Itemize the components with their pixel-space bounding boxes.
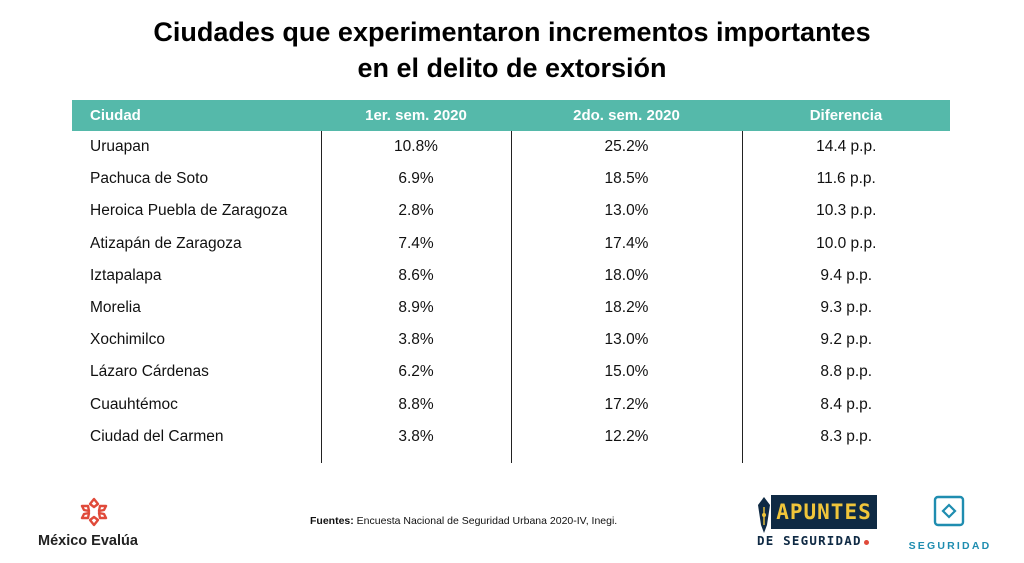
first-semester-cell: 6.2% xyxy=(321,356,512,389)
city-cell: Lázaro Cárdenas xyxy=(72,356,322,389)
mexico-evalua-logo: México Evalúa xyxy=(38,496,158,556)
second-semester-cell: 18.2% xyxy=(511,291,743,325)
second-semester-cell: 15.0% xyxy=(511,356,743,389)
header-first-semester: 1er. sem. 2020 xyxy=(321,100,511,131)
header-diferencia: Diferencia xyxy=(742,100,950,131)
second-semester-cell: 17.4% xyxy=(511,227,743,260)
table-row: Iztapalapa 8.6% 18.0% 9.4 p.p. xyxy=(72,259,950,292)
table-row: Atizapán de Zaragoza 7.4% 17.4% 10.0 p.p… xyxy=(72,227,950,260)
difference-cell: 8.3 p.p. xyxy=(820,427,873,445)
second-semester-cell: 13.0% xyxy=(511,195,743,228)
header-ciudad: Ciudad xyxy=(72,100,321,131)
difference-cell: 8.8 p.p. xyxy=(820,363,873,381)
difference-cell: 9.2 p.p. xyxy=(820,331,873,349)
first-semester-cell: 2.8% xyxy=(321,195,512,228)
seguridad-logo: SEGURIDAD xyxy=(905,495,995,557)
first-semester-cell: 8.6% xyxy=(321,259,512,292)
extortion-table: Ciudad 1er. sem. 2020 2do. sem. 2020 Dif… xyxy=(72,100,950,463)
header-second-semester: 2do. sem. 2020 xyxy=(511,100,742,131)
fountain-pen-icon xyxy=(758,497,770,533)
difference-cell: 10.0 p.p. xyxy=(816,234,877,252)
first-semester-cell: 8.8% xyxy=(321,388,512,421)
source-label: Fuentes: xyxy=(310,515,354,527)
table-row: Lázaro Cárdenas 6.2% 15.0% 8.8 p.p. xyxy=(72,356,950,389)
city-cell: Pachuca de Soto xyxy=(72,163,322,196)
seguridad-diamond-icon xyxy=(933,495,965,527)
table-row: Ciudad del Carmen 3.8% 12.2% 8.3 p.p. xyxy=(72,420,950,463)
table-row: Morelia 8.9% 18.2% 9.3 p.p. xyxy=(72,291,950,325)
source-text: Encuesta Nacional de Seguridad Urbana 20… xyxy=(353,515,618,527)
second-semester-cell: 25.2% xyxy=(511,131,743,164)
apuntes-subtitle-text: DE SEGURIDAD xyxy=(757,533,862,548)
table-row: Cuauhtémoc 8.8% 17.2% 8.4 p.p. xyxy=(72,388,950,421)
difference-cell: 10.3 p.p. xyxy=(816,202,877,220)
first-semester-cell: 6.9% xyxy=(321,163,512,196)
city-cell: Iztapalapa xyxy=(72,259,322,292)
second-semester-cell: 13.0% xyxy=(511,324,743,357)
first-semester-cell: 3.8% xyxy=(321,420,512,463)
second-semester-cell: 12.2% xyxy=(511,420,743,463)
table-row: Heroica Puebla de Zaragoza 2.8% 13.0% 10… xyxy=(72,195,950,228)
first-semester-cell: 8.9% xyxy=(321,291,512,325)
apuntes-de-seguridad-logo: APUNTES DE SEGURIDAD xyxy=(755,493,890,555)
title-line-2: en el delito de extorsión xyxy=(357,53,667,83)
table-row: Xochimilco 3.8% 13.0% 9.2 p.p. xyxy=(72,324,950,357)
city-cell: Uruapan xyxy=(72,131,322,164)
difference-cell: 11.6 p.p. xyxy=(816,170,876,188)
second-semester-cell: 18.0% xyxy=(511,259,743,292)
city-cell: Xochimilco xyxy=(72,324,322,357)
source-note: Fuentes: Encuesta Nacional de Seguridad … xyxy=(310,515,617,527)
difference-cell: 9.4 p.p. xyxy=(820,266,873,284)
city-cell: Heroica Puebla de Zaragoza xyxy=(72,195,322,228)
apuntes-subtitle: DE SEGURIDAD xyxy=(757,533,869,548)
first-semester-cell: 7.4% xyxy=(321,227,512,260)
city-cell: Ciudad del Carmen xyxy=(72,420,322,463)
city-cell: Cuauhtémoc xyxy=(72,388,322,421)
difference-cell: 8.4 p.p. xyxy=(820,395,873,413)
first-semester-cell: 10.8% xyxy=(321,131,512,164)
table-row: Uruapan 10.8% 25.2% 14.4 p.p. xyxy=(72,131,950,164)
first-semester-cell: 3.8% xyxy=(321,324,512,357)
city-cell: Atizapán de Zaragoza xyxy=(72,227,322,260)
table-header-row: Ciudad 1er. sem. 2020 2do. sem. 2020 Dif… xyxy=(72,100,950,131)
title-line-1: Ciudades que experimentaron incrementos … xyxy=(153,17,871,47)
table-row: Pachuca de Soto 6.9% 18.5% 11.6 p.p. xyxy=(72,163,950,196)
city-cell: Morelia xyxy=(72,291,322,325)
table-body: Uruapan 10.8% 25.2% 14.4 p.p. Pachuca de… xyxy=(72,131,950,463)
seguridad-wordmark: SEGURIDAD xyxy=(908,540,992,552)
second-semester-cell: 17.2% xyxy=(511,388,743,421)
apuntes-dot-icon xyxy=(863,540,869,545)
mexico-evalua-asterisk-icon xyxy=(80,497,108,527)
mexico-evalua-wordmark: México Evalúa xyxy=(38,533,138,549)
second-semester-cell: 18.5% xyxy=(511,163,743,196)
difference-cell: 14.4 p.p. xyxy=(816,138,877,156)
apuntes-wordmark: APUNTES xyxy=(776,500,872,524)
page-title: Ciudades que experimentaron incrementos … xyxy=(0,14,1024,86)
apuntes-background xyxy=(771,495,877,529)
difference-cell: 9.3 p.p. xyxy=(820,299,873,317)
